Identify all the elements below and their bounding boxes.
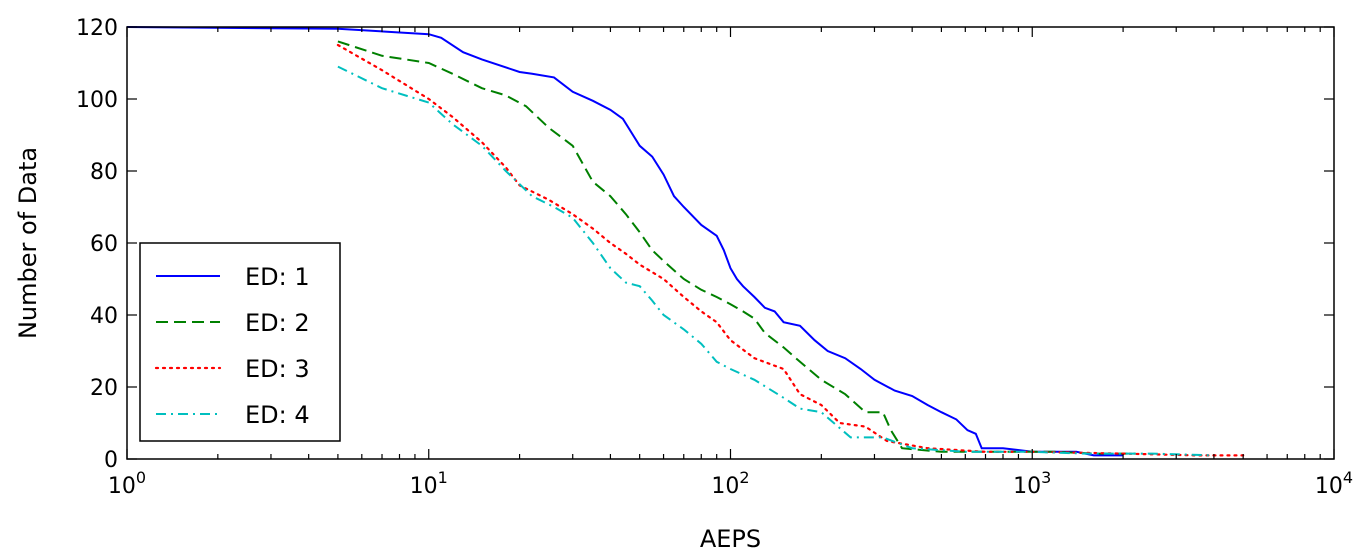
y-tick-label: 60 <box>90 232 118 257</box>
legend-label-1: ED: 1 <box>245 263 310 291</box>
legend-label-4: ED: 4 <box>245 401 310 429</box>
series-lines <box>126 26 1245 457</box>
x-tick-label: 103 <box>1013 468 1051 499</box>
y-tick-label: 0 <box>104 448 118 473</box>
series-line-2 <box>337 40 1136 455</box>
legend-box <box>139 242 341 442</box>
series-line-1 <box>126 26 1124 457</box>
y-axis-label: Number of Data <box>14 147 42 339</box>
series-line-4 <box>337 65 1214 457</box>
y-tick-label: 80 <box>90 160 118 185</box>
x-tick-label: 102 <box>711 468 749 499</box>
legend: ED: 1 ED: 2 ED: 3 ED: 4 <box>139 242 341 442</box>
x-tick-label: 101 <box>410 468 448 499</box>
y-tick-label: 40 <box>90 304 118 329</box>
legend-label-3: ED: 3 <box>245 355 310 383</box>
x-axis-label: AEPS <box>700 525 761 553</box>
series-line-3 <box>336 43 1245 457</box>
x-tick-label: 104 <box>1315 468 1353 499</box>
x-tick-label: 100 <box>108 468 146 499</box>
axis-ticks <box>126 26 1335 460</box>
y-tick-label: 100 <box>76 88 118 113</box>
y-tick-label: 120 <box>76 16 118 41</box>
tick-labels: 0 20 40 60 80 100 120 100 101 102 103 104 <box>76 16 1353 499</box>
legend-label-2: ED: 2 <box>245 309 310 337</box>
y-tick-label: 20 <box>90 376 118 401</box>
